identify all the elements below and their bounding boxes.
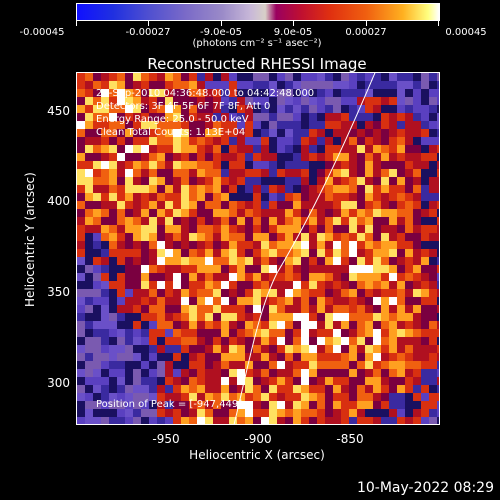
y-tick-label: 300 bbox=[47, 376, 70, 390]
info-detectors: Detectors: 3F 4F 5F 6F 7F 8F, Att 0 bbox=[96, 101, 271, 112]
peak-position: Position of Peak = [-947,449] bbox=[96, 399, 243, 410]
x-tick-label: -900 bbox=[244, 432, 272, 446]
y-tick-label: 400 bbox=[47, 194, 70, 208]
y-axis-label: Heliocentric Y (arcsec) bbox=[23, 172, 37, 307]
colorbar-tick bbox=[76, 20, 77, 26]
colorbar-label: -9.0e-05 bbox=[200, 27, 242, 38]
colorbar-label: 0.00045 bbox=[445, 27, 487, 38]
plot-title: Reconstructed RHESSI Image bbox=[147, 55, 367, 73]
info-counts: Clean Total Counts: 1.13E+04 bbox=[96, 127, 246, 138]
colorbar-label: -0.00027 bbox=[125, 27, 171, 38]
heatmap-image bbox=[77, 73, 439, 424]
x-axis-label: Heliocentric X (arcsec) bbox=[189, 448, 325, 462]
colorbar-tick bbox=[438, 20, 439, 26]
colorbar-tick bbox=[221, 20, 222, 26]
timestamp: 10-May-2022 08:29 bbox=[356, 480, 494, 496]
colorbar-tick bbox=[148, 20, 149, 26]
colorbar-units: (photons cm⁻² s⁻¹ asec⁻²) bbox=[192, 38, 322, 49]
info-energy-range: Energy Range: 25.0 - 50.0 keV bbox=[96, 114, 249, 125]
colorbar-label: 0.00027 bbox=[345, 27, 387, 38]
y-tick-label: 350 bbox=[47, 285, 70, 299]
x-tick-label: -850 bbox=[336, 432, 364, 446]
colorbar-label: -0.00045 bbox=[19, 27, 65, 38]
solar-image bbox=[76, 72, 440, 425]
solar-limb-line bbox=[233, 73, 376, 424]
colorbar-tick bbox=[366, 20, 367, 26]
y-tick-label: 450 bbox=[47, 104, 70, 118]
x-tick-label: -950 bbox=[152, 432, 180, 446]
info-time-range: 22-Sep-2010 04:36:48.000 to 04:42:48.000 bbox=[96, 88, 315, 99]
colorbar bbox=[76, 3, 440, 21]
colorbar-tick bbox=[293, 20, 294, 26]
colorbar-label: 9.0e-05 bbox=[273, 27, 313, 38]
